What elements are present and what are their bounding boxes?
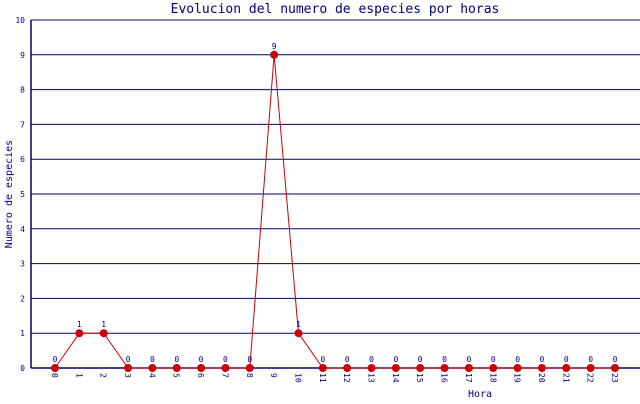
y-tick-label: 10	[15, 16, 25, 25]
x-tick-label: 3	[123, 373, 132, 378]
data-point	[440, 364, 449, 372]
data-point	[489, 364, 498, 372]
x-axis-label: Hora	[468, 389, 492, 400]
data-point	[391, 364, 400, 372]
data-point	[51, 364, 59, 372]
data-label: 1	[101, 320, 106, 329]
x-tick-label: 5	[172, 373, 181, 378]
data-label: 0	[540, 355, 545, 364]
x-tick-label: 1	[74, 373, 83, 378]
data-label: 0	[199, 355, 204, 364]
data-label: 0	[320, 355, 325, 364]
data-label: 0	[418, 355, 423, 364]
data-point	[367, 364, 376, 372]
data-point	[513, 364, 522, 372]
x-tick-label: 21	[561, 373, 570, 383]
y-tick-label: 1	[20, 329, 25, 338]
data-label: 0	[223, 355, 228, 364]
data-point	[221, 364, 230, 372]
y-tick-label: 8	[20, 86, 25, 95]
y-axis-label: Numero de especies	[4, 140, 15, 248]
x-tick-label: 9	[269, 373, 278, 378]
y-tick-label: 2	[20, 294, 25, 303]
data-point	[75, 329, 84, 338]
data-label: 0	[393, 355, 398, 364]
data-label: 0	[53, 355, 58, 364]
x-tick-label: 22	[586, 373, 595, 383]
data-label: 0	[150, 355, 155, 364]
data-point	[245, 364, 254, 372]
x-tick-label: 2	[99, 373, 108, 378]
chart-title: Evolucion del numero de especies por hor…	[171, 2, 500, 17]
data-label: 0	[564, 355, 569, 364]
data-label: 0	[442, 355, 447, 364]
data-label: 0	[369, 355, 374, 364]
x-tick-label: 13	[367, 373, 376, 383]
data-label: 0	[126, 355, 131, 364]
y-tick-label: 4	[20, 225, 25, 234]
x-tick-label: 16	[440, 373, 449, 383]
y-tick-label: 3	[20, 260, 25, 269]
x-tick-label: 14	[391, 373, 400, 383]
data-label: 0	[174, 355, 179, 364]
data-label: 1	[77, 320, 82, 329]
data-label: 0	[613, 355, 618, 364]
x-tick-label: 6	[196, 373, 205, 378]
data-point	[172, 364, 181, 372]
x-tick-label: 4	[147, 373, 156, 378]
x-tick-label: 23	[610, 373, 619, 383]
data-point	[197, 364, 206, 372]
x-tick-label: 7	[220, 373, 229, 378]
data-point	[343, 364, 352, 372]
y-tick-label: 7	[20, 120, 25, 129]
x-tick-label: 19	[513, 373, 522, 383]
data-point	[464, 364, 473, 372]
series-line	[54, 54, 615, 369]
x-tick-label: 17	[464, 373, 473, 383]
data-point	[611, 364, 619, 372]
y-tick-label: 9	[20, 51, 25, 60]
data-point	[537, 364, 546, 372]
x-tick-label: 10	[293, 373, 302, 383]
x-tick-label: 12	[342, 373, 351, 383]
data-point	[586, 364, 595, 372]
x-tick-label: 20	[537, 373, 546, 383]
data-label: 0	[345, 355, 350, 364]
data-point	[416, 364, 425, 372]
data-label: 0	[466, 355, 471, 364]
data-point	[294, 329, 303, 338]
data-label: 9	[272, 42, 277, 51]
y-tick-label: 5	[20, 190, 25, 199]
data-label: 0	[491, 355, 496, 364]
data-label: 1	[296, 320, 301, 329]
data-point	[99, 329, 108, 338]
data-point	[562, 364, 571, 372]
y-tick-label: 0	[20, 364, 25, 373]
x-tick-label: 15	[415, 373, 424, 383]
data-point	[270, 50, 279, 59]
x-tick-label: 0	[50, 373, 59, 378]
data-label: 0	[588, 355, 593, 364]
data-label: 0	[515, 355, 520, 364]
data-point	[318, 364, 327, 372]
data-label: 0	[247, 355, 252, 364]
y-tick-label: 6	[20, 155, 25, 164]
data-point	[148, 364, 157, 372]
x-tick-label: 18	[488, 373, 497, 383]
x-tick-label: 8	[245, 373, 254, 378]
x-tick-label: 11	[318, 373, 327, 383]
data-point	[124, 364, 133, 372]
